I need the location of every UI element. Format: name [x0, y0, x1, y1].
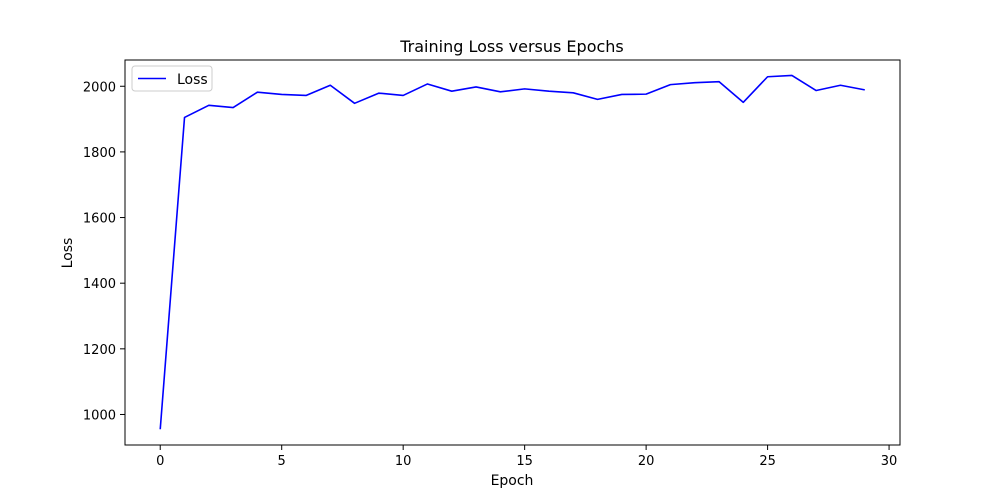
x-tick-label: 30	[881, 454, 898, 469]
y-tick-label: 1600	[83, 212, 116, 227]
x-tick-label: 5	[278, 454, 286, 469]
x-tick-label: 20	[638, 454, 655, 469]
y-tick-label: 2000	[83, 80, 116, 95]
x-tick-label: 10	[395, 454, 412, 469]
x-axis-label: Epoch	[491, 473, 534, 489]
x-tick-label: 25	[759, 454, 776, 469]
y-axis-label: Loss	[60, 238, 76, 269]
y-axis-ticks: 1000 1200 1400 1600 1800 2000	[83, 80, 125, 423]
loss-series-line	[159, 74, 865, 430]
y-tick-label: 1200	[83, 343, 116, 358]
legend-box	[131, 65, 213, 92]
x-tick-label: 15	[516, 454, 533, 469]
plot-area	[124, 59, 901, 446]
y-tick-label: 1400	[83, 277, 116, 292]
chart-title: Training Loss versus Epochs	[399, 37, 624, 56]
legend-label-loss: Loss	[177, 72, 208, 88]
x-tick-label: 0	[156, 454, 164, 469]
plot-frame	[124, 59, 901, 446]
y-tick-label: 1800	[83, 146, 116, 161]
x-axis-ticks: 0 5 10 15 20 25 30	[156, 445, 897, 469]
y-tick-label: 1000	[83, 408, 116, 423]
legend: Loss	[131, 65, 213, 92]
